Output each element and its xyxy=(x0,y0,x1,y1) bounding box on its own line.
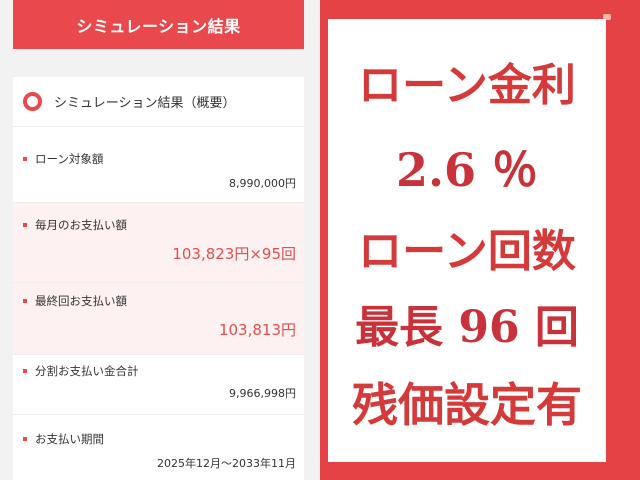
decoration-dot xyxy=(603,14,611,20)
bullet-icon xyxy=(23,369,27,373)
circle-icon xyxy=(23,92,42,111)
row-label: お支払い期間 xyxy=(35,432,104,446)
residual-value-note: 残価設定有 xyxy=(352,378,582,432)
summary-heading: シミュレーション結果（概要） xyxy=(13,77,304,127)
summary-label: シミュレーション結果（概要） xyxy=(54,96,236,111)
row-final-payment: 最終回お支払い額 103,813円 xyxy=(13,283,304,355)
interest-rate-value: 2.6 ％ xyxy=(395,143,539,197)
interest-rate-heading: ローン金利 xyxy=(358,60,576,111)
promo-banner: ローン金利 2.6 ％ ローン回数 最長 96 回 残価設定有 xyxy=(320,0,640,480)
row-value: 9,966,998円 xyxy=(229,387,296,400)
bullet-icon xyxy=(23,437,27,441)
row-payment-period: お支払い期間 2025年12月～2033年11月 xyxy=(13,415,304,480)
row-label: 最終回お支払い額 xyxy=(35,294,127,308)
row-value: 2025年12月～2033年11月 xyxy=(157,457,296,470)
row-label: 分割お支払い金合計 xyxy=(35,364,139,378)
result-card: シミュレーション結果（概要） ローン対象額 8,990,000円 毎月のお支払い… xyxy=(13,77,304,480)
row-total-payment: 分割お支払い金合計 9,966,998円 xyxy=(13,355,304,415)
simulation-panel: シミュレーション結果 シミュレーション結果（概要） ローン対象額 8,990,0… xyxy=(0,0,320,480)
row-label: ローン対象額 xyxy=(35,152,104,166)
loan-count-heading: ローン回数 xyxy=(358,226,576,277)
page-title: シミュレーション結果 xyxy=(13,0,304,49)
bullet-icon xyxy=(23,157,27,161)
row-label: 毎月のお支払い額 xyxy=(35,218,127,232)
loan-count-value: 最長 96 回 xyxy=(355,302,579,353)
row-loan-amount: ローン対象額 8,990,000円 xyxy=(13,127,304,203)
row-monthly-payment: 毎月のお支払い額 103,823円×95回 xyxy=(13,203,304,283)
bullet-icon xyxy=(23,299,27,303)
bullet-icon xyxy=(23,223,27,227)
row-value: 103,823円×95回 xyxy=(172,245,296,263)
promo-panel: ローン金利 2.6 ％ ローン回数 最長 96 回 残価設定有 xyxy=(328,19,606,462)
row-value: 8,990,000円 xyxy=(229,177,296,190)
row-value: 103,813円 xyxy=(218,321,296,339)
